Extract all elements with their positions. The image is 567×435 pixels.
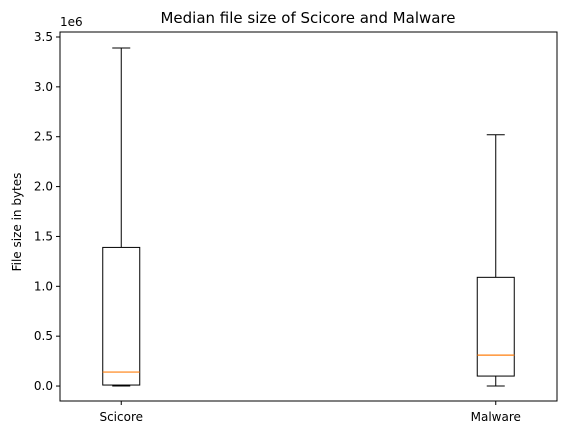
box-scicore xyxy=(102,47,141,387)
y-axis-label: File size in bytes xyxy=(10,173,24,272)
y-tick-label: 1.5 xyxy=(34,229,53,243)
x-tick-label: Malware xyxy=(471,410,521,424)
y-tick-label: 3.5 xyxy=(34,30,53,44)
y-scale-offset-label: 1e6 xyxy=(60,15,83,29)
x-tick-label: Scicore xyxy=(99,410,143,424)
y-tick-label: 0.0 xyxy=(34,379,53,393)
box-series xyxy=(102,47,515,387)
y-axis-ticks: 0.0 0.5 1.0 1.5 2.0 2.5 3.0 3.5 xyxy=(34,30,60,393)
y-tick-label: 0.5 xyxy=(34,329,53,343)
box-malware xyxy=(476,134,515,387)
iqr-box xyxy=(102,246,141,386)
y-tick-label: 2.5 xyxy=(34,130,53,144)
plot-area-frame xyxy=(59,31,558,402)
iqr-box xyxy=(476,276,515,377)
y-tick-label: 1.0 xyxy=(34,279,53,293)
y-tick-label: 2.0 xyxy=(34,180,53,194)
chart-title: Median file size of Scicore and Malware xyxy=(160,9,455,27)
y-tick-label: 3.0 xyxy=(34,80,53,94)
x-axis-ticks: Scicore Malware xyxy=(99,401,521,424)
